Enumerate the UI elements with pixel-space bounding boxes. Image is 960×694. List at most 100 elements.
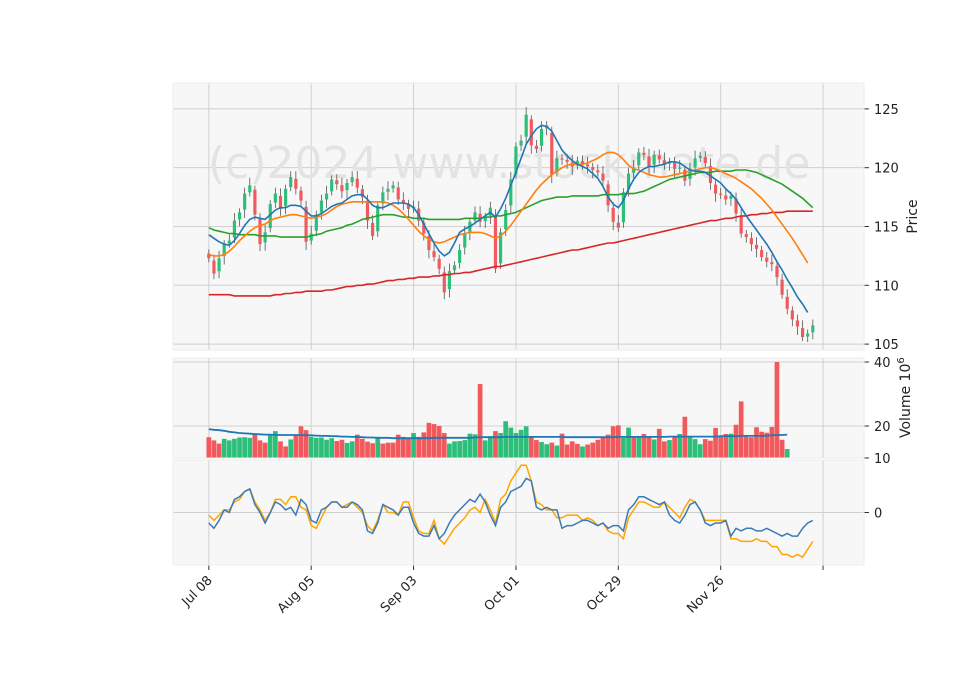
candle-down: [596, 170, 600, 173]
volume-bar: [692, 439, 698, 458]
candle-down: [371, 222, 375, 236]
volume-bar: [319, 437, 324, 458]
volume-bar: [646, 436, 652, 458]
volume-bar: [585, 444, 590, 458]
price-tick-label: 105: [874, 338, 899, 353]
candle-up: [227, 240, 231, 244]
volume-bar: [656, 428, 662, 458]
volume-panel: [173, 358, 864, 458]
candle-down: [299, 190, 303, 201]
volume-bar: [257, 440, 263, 458]
candle-down: [580, 161, 585, 165]
x-tick-label: Oct 29: [584, 573, 625, 614]
candle-down: [760, 250, 764, 258]
candle-up: [324, 193, 329, 200]
volume-bar: [718, 435, 724, 458]
volume-bar: [498, 433, 503, 458]
x-tick-label: Oct 01: [482, 573, 523, 614]
candle-down: [739, 216, 743, 234]
volume-bar: [733, 424, 739, 458]
candle-down: [775, 266, 779, 278]
candle-down: [601, 173, 605, 181]
ma-mid-line: [208, 151, 809, 264]
candle-up: [519, 140, 523, 146]
volume-bar: [349, 441, 355, 458]
candle-down: [493, 216, 498, 269]
candle-down: [800, 328, 805, 338]
volume-bar: [247, 437, 253, 458]
candle-up: [626, 173, 631, 190]
candle-down: [770, 262, 774, 265]
candle-down: [529, 119, 533, 146]
volume-bar: [508, 427, 514, 458]
ma-slow-line: [208, 169, 814, 238]
volume-bar: [503, 421, 509, 458]
candle-down: [591, 167, 595, 171]
osc-main-line: [208, 477, 814, 541]
candle-down: [662, 160, 666, 165]
volume-bar: [713, 427, 718, 458]
candle-down: [719, 193, 723, 195]
volume-bar: [493, 431, 498, 458]
candle-up: [698, 155, 702, 158]
candle-down: [749, 238, 753, 245]
volume-bar: [278, 441, 283, 458]
volume-bar: [308, 436, 314, 458]
price-axis-label: Price: [905, 199, 921, 233]
candle-down: [642, 152, 646, 155]
volume-tick-label: 20: [874, 420, 891, 435]
candle-down: [795, 320, 800, 327]
volume-bar: [477, 384, 483, 458]
ma-fast-line: [208, 124, 809, 313]
volume-tick-label: 40: [874, 356, 891, 371]
volume-bar: [421, 432, 427, 458]
volume-bar: [400, 436, 406, 458]
volume-bar: [288, 439, 294, 458]
candle-up: [575, 160, 579, 166]
volume-axis-unit: 10: [898, 364, 914, 382]
volume-bar: [329, 438, 335, 458]
candle-down: [780, 279, 784, 295]
candle-up: [514, 146, 518, 175]
volume-bars: [206, 362, 790, 458]
candle-down: [258, 219, 262, 245]
volume-ma-line: [208, 428, 788, 440]
volume-bar: [206, 437, 212, 458]
candle-up: [555, 158, 559, 173]
candle-down: [703, 156, 707, 163]
volume-bar: [590, 442, 596, 458]
volume-bar: [467, 433, 473, 458]
volume-bar: [738, 401, 744, 458]
volume-panel-frame: [172, 357, 865, 459]
volume-bar: [334, 441, 340, 458]
candle-up: [330, 179, 334, 192]
candle-up: [632, 167, 636, 173]
candle-up: [232, 220, 237, 238]
volume-bar: [324, 439, 329, 458]
candle-down: [734, 198, 738, 214]
x-tick-label: Aug 05: [275, 573, 318, 616]
candle-down: [422, 222, 426, 234]
volume-bar: [452, 441, 457, 458]
volume-bar: [779, 439, 785, 458]
volume-bar: [436, 426, 442, 458]
volume-bar: [416, 436, 422, 458]
candle-up: [273, 193, 277, 203]
candle-down: [754, 244, 759, 249]
x-tick-label: Jul 08: [179, 573, 216, 610]
candle-down: [401, 199, 405, 203]
volume-bar: [431, 424, 437, 458]
candle-down: [335, 180, 339, 185]
candle-up: [289, 177, 293, 188]
candle-up: [811, 325, 815, 333]
candle-up: [217, 258, 221, 272]
volume-bar: [406, 437, 411, 458]
candle-up: [381, 192, 385, 204]
x-tick-label: Nov 26: [684, 573, 727, 616]
candle-up: [309, 233, 313, 241]
candle-up: [483, 217, 487, 222]
volume-bar: [426, 422, 432, 458]
candle-up: [667, 161, 672, 164]
volume-axis-label-text: Volume: [898, 381, 914, 438]
volume-bar: [462, 440, 468, 458]
